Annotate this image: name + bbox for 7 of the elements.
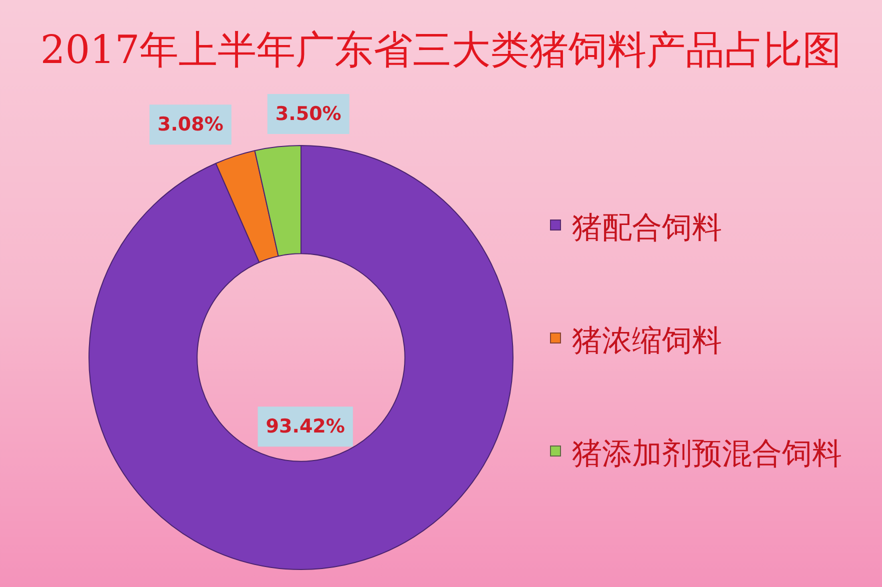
legend-label: 猪添加剂预混合饲料 [572,436,842,472]
data-label: 3.50% [275,102,342,125]
data-label: 3.08% [157,114,224,136]
data-label: 93.42% [266,416,345,438]
legend-label: 猪配合饲料 [572,210,722,246]
legend-label: 猪浓缩饲料 [572,323,722,358]
chart-title: 2017年上半年广东省三大类猪饲料产品占比图 [40,28,842,74]
